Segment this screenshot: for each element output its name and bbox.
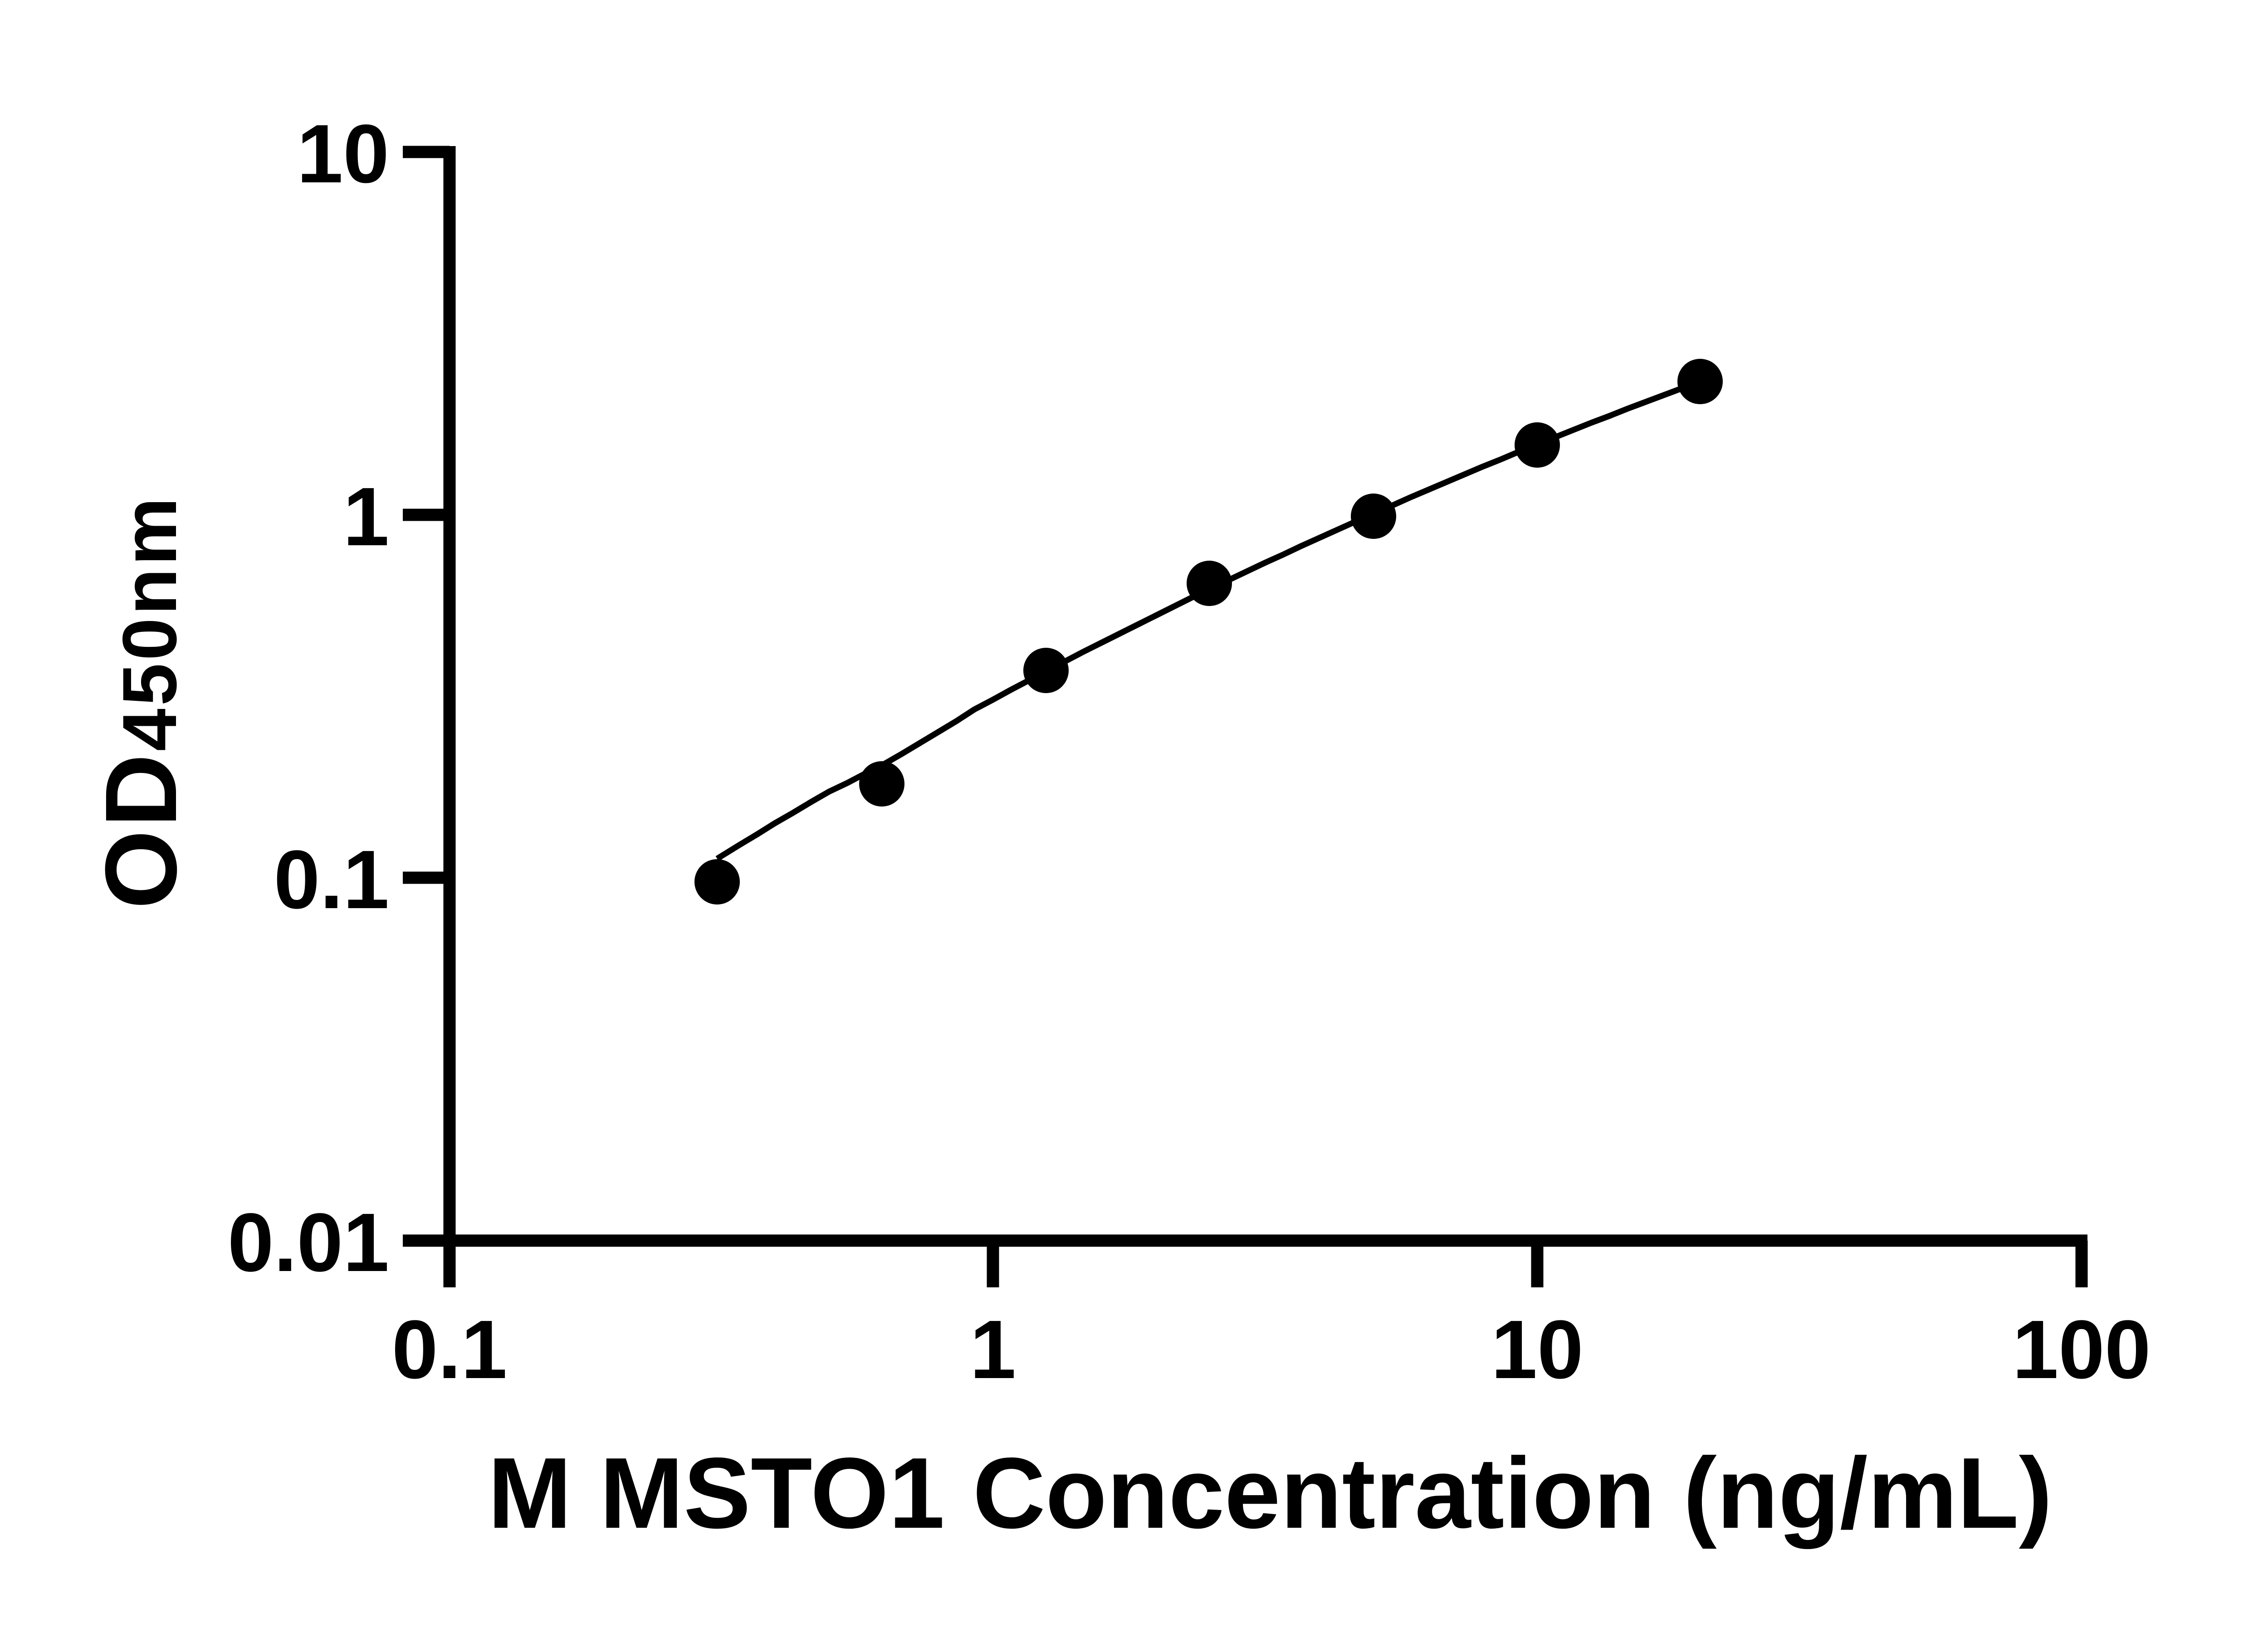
svg-text:1: 1 [343, 470, 389, 563]
svg-text:10: 10 [297, 107, 389, 200]
svg-text:0.1: 0.1 [392, 1303, 507, 1396]
svg-text:OD450nm: OD450nm [84, 495, 198, 909]
svg-text:1: 1 [970, 1303, 1016, 1396]
svg-text:100: 100 [2012, 1303, 2151, 1396]
svg-text:0.1: 0.1 [274, 833, 389, 926]
svg-text:10: 10 [1491, 1303, 1584, 1396]
svg-text:M MSTO1 Concentration (ng/mL): M MSTO1 Concentration (ng/mL) [488, 1437, 2052, 1550]
svg-text:0.01: 0.01 [228, 1196, 389, 1289]
